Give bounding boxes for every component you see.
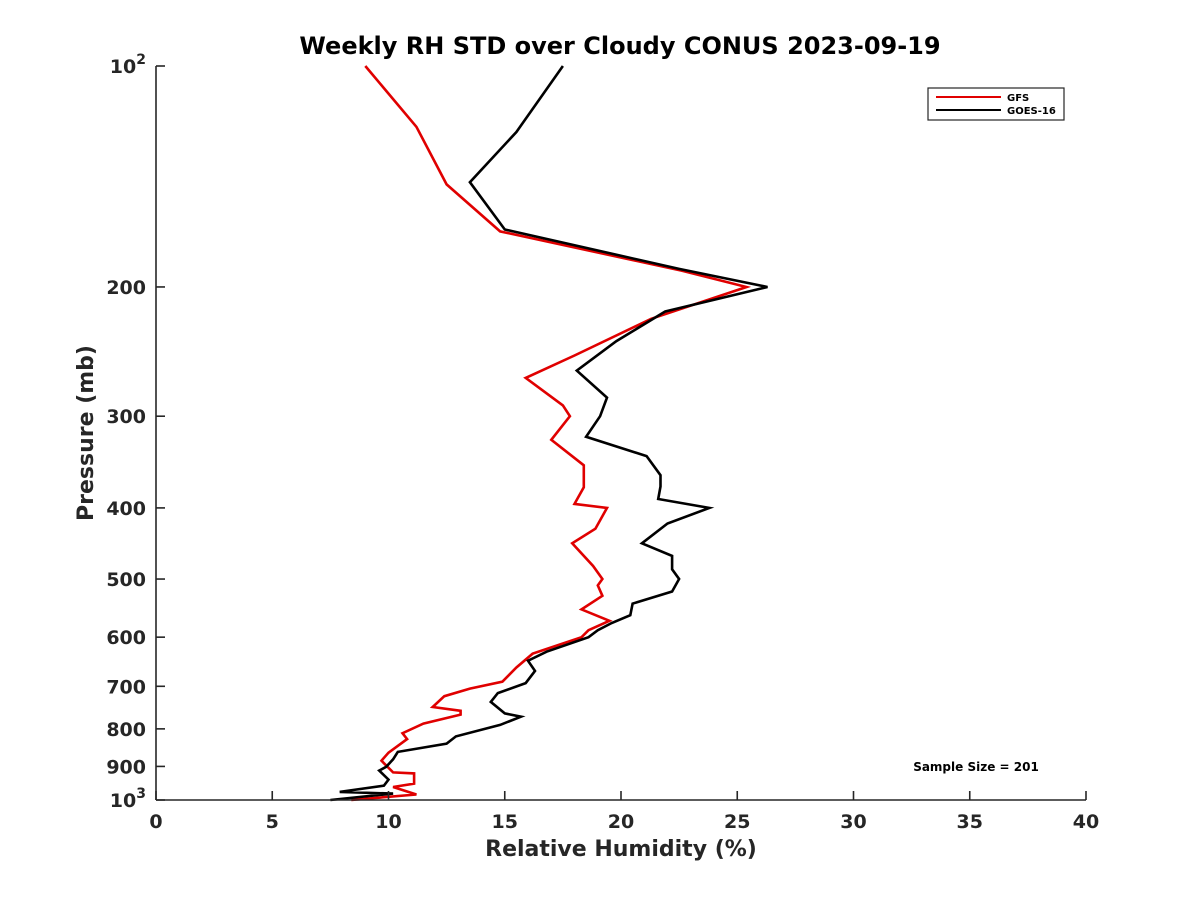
x-tick-label: 10 (375, 811, 401, 833)
y-tick-label: 200 (106, 277, 146, 299)
series-layer (330, 65, 768, 802)
x-ticks: 0 5 10 15 20 25 30 35 40 (149, 791, 1099, 833)
y-tick-label: 600 (106, 627, 146, 649)
x-tick-label: 35 (957, 811, 983, 833)
x-tick-label: 0 (149, 811, 162, 833)
series-line-gfs (351, 65, 752, 802)
chart-title: Weekly RH STD over Cloudy CONUS 2023-09-… (299, 32, 940, 60)
y-tick-label: 500 (106, 569, 146, 591)
sample-size-annotation: Sample Size = 201 (913, 760, 1039, 774)
y-tick-label: 400 (106, 498, 146, 520)
legend-label-goes16: GOES-16 (1007, 106, 1056, 117)
legend-box (927, 87, 1065, 121)
legend-label-gfs: GFS (1007, 93, 1029, 104)
y-tick-label: 800 (106, 719, 146, 741)
y-axis-label: Pressure (mb) (74, 345, 99, 521)
x-tick-label: 30 (840, 811, 866, 833)
x-tick-label: 20 (608, 811, 634, 833)
x-axis-label: Relative Humidity (%) (485, 837, 757, 862)
x-tick-label: 5 (266, 811, 279, 833)
y-tick-label: 300 (106, 406, 146, 428)
series-line-goes16 (330, 65, 768, 802)
legend: GFS GOES-16 (927, 87, 1065, 121)
x-tick-label: 40 (1073, 811, 1099, 833)
x-tick-label: 15 (492, 811, 518, 833)
y-tick-label: 700 (106, 676, 146, 698)
y-tick-label: 900 (106, 756, 146, 778)
x-tick-label: 25 (724, 811, 750, 833)
